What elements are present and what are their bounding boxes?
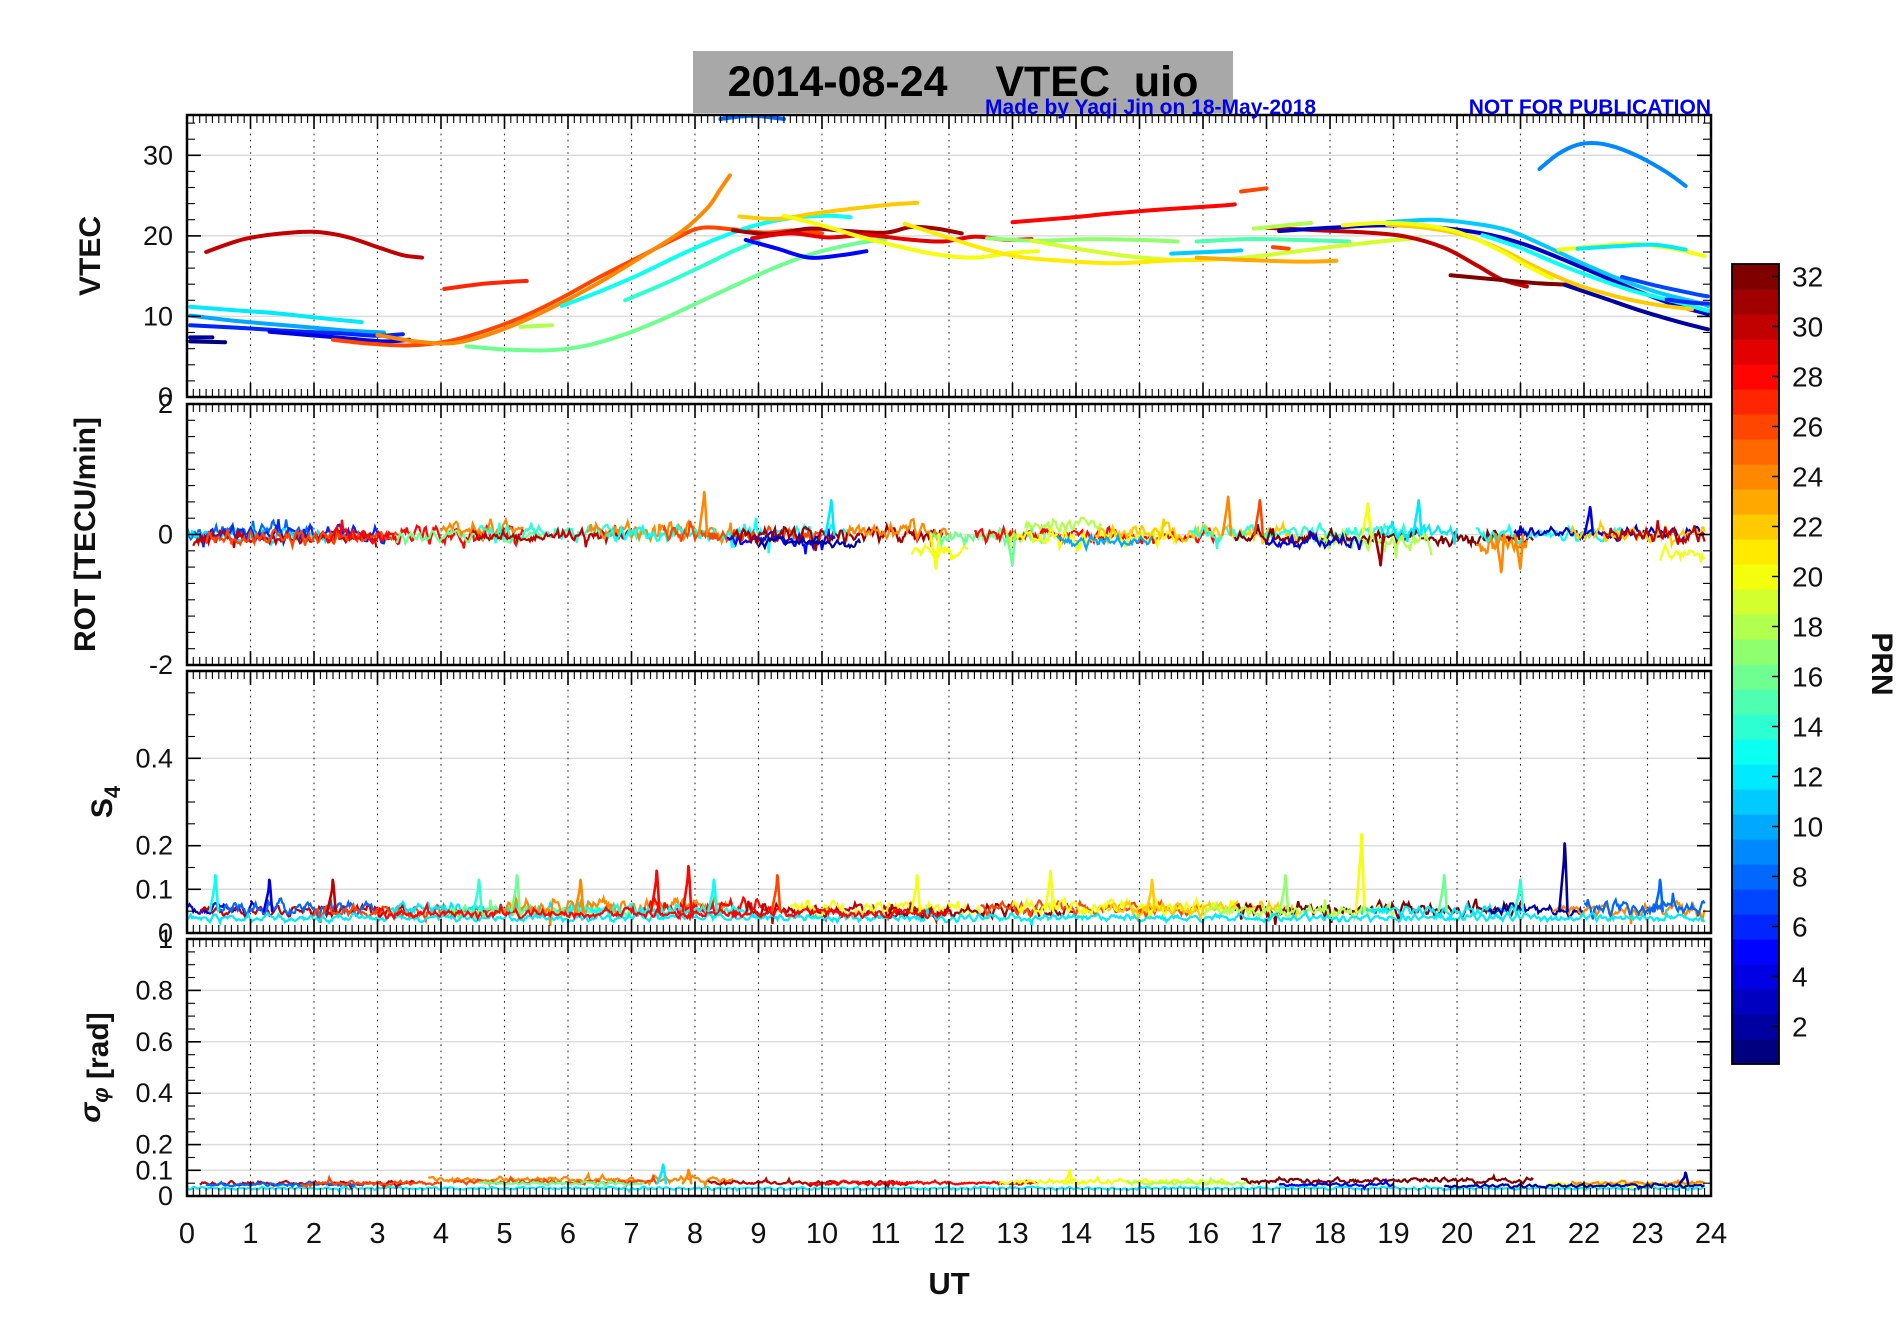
panel-rot: -2 0 2 ROT [TECU/min] [69, 389, 1713, 680]
xtick-label: 14 [1060, 1218, 1092, 1250]
xtick-label: 21 [1504, 1218, 1536, 1250]
colorbar-label-prn: PRN [1865, 632, 1898, 695]
ylabel-s4: S4 [86, 785, 125, 818]
colorbar-tick-label: 2 [1792, 1012, 1808, 1043]
x-axis: 0 1 2 3 4 5 6 7 8 9 10 11 12 13 14 15 16 17 18 19 20 21 22 23 24… [179, 1218, 1727, 1301]
colorbar-tick-label: 18 [1792, 612, 1823, 643]
colorbar-tick-label: 32 [1792, 262, 1823, 293]
xtick-label: 5 [496, 1218, 512, 1250]
panel-s4: 0 0.1 0.2 0.4 S4 [86, 669, 1713, 948]
colorbar-tick-label: 20 [1792, 562, 1823, 593]
xtick-label: 3 [369, 1218, 385, 1250]
xlabel-ut: UT [928, 1266, 969, 1301]
ytick-label-vtec: 0 [158, 382, 173, 412]
xtick-label: 20 [1441, 1218, 1473, 1250]
colorbar-tick-label: 8 [1792, 862, 1808, 893]
colorbar-tick-label: 6 [1792, 912, 1808, 943]
panel-vtec-series [188, 115, 1710, 353]
panel-vtec: 0 10 20 30 VTEC [74, 113, 1713, 412]
ytick-label-rot: 0 [158, 520, 173, 550]
ylabel-vtec: VTEC [74, 216, 107, 296]
panel-sigma-phi: 00.10.2 0.4 0.6 0.8 1 σφ [rad] [74, 924, 1713, 1211]
ylabel-sigma-phi: σφ [rad] [74, 1012, 115, 1122]
colorbar-tick-label: 22 [1792, 512, 1823, 543]
xtick-label: 19 [1377, 1218, 1409, 1250]
panel-rot-series [187, 490, 1706, 574]
ytick-label-s4: 0 [158, 918, 173, 948]
credit-not-for-publication: NOT FOR PUBLICATION [1468, 96, 1711, 119]
colorbar-tick-label: 30 [1792, 312, 1823, 343]
xtick-label: 6 [560, 1218, 576, 1250]
xtick-label: 16 [1187, 1218, 1219, 1250]
credit-line: Made by Yaqi Jin on 18-May-2018 NOT FOR … [985, 96, 1711, 120]
ytick-label-rot: 2 [158, 389, 173, 419]
colorbar-tick-label: 16 [1792, 662, 1823, 693]
ytick-label-s4: 0.1 [135, 874, 173, 904]
xtick-label: 9 [750, 1218, 766, 1250]
xtick-label: 0 [179, 1218, 195, 1250]
ytick-label-sigma-phi: 0.6 [135, 1027, 173, 1057]
panel-sigma-phi-series [187, 1163, 1706, 1195]
xtick-label: 18 [1314, 1218, 1346, 1250]
ytick-label-rot: -2 [149, 650, 173, 680]
panel-s4-series [187, 833, 1706, 927]
xtick-label: 4 [433, 1218, 449, 1250]
ylabel-rot: ROT [TECU/min] [69, 417, 102, 652]
colorbar-tick-label: 24 [1792, 462, 1823, 493]
colorbar-tick-label: 14 [1792, 712, 1823, 743]
colorbar-tick-label: 28 [1792, 362, 1823, 393]
ytick-label-vtec: 30 [143, 140, 173, 170]
chart-title: 2014-08-24 VTEC uio [693, 51, 1233, 113]
ytick-label-sigma-phi: 0.2 [135, 1130, 173, 1160]
ytick-label-sigma-phi: 1 [158, 924, 173, 954]
colorbar-tick-label: 12 [1792, 762, 1823, 793]
xtick-label: 10 [806, 1218, 838, 1250]
colorbar-tick-label: 4 [1792, 962, 1808, 993]
xtick-label: 8 [687, 1218, 703, 1250]
xtick-label: 1 [242, 1218, 258, 1250]
ytick-label-vtec: 10 [143, 301, 173, 331]
ytick-label-sigma-phi: 0.1 [135, 1155, 173, 1185]
xtick-label: 2 [306, 1218, 322, 1250]
xtick-label: 13 [996, 1218, 1028, 1250]
ytick-label-vtec: 20 [143, 221, 173, 251]
ytick-label-sigma-phi: 0.8 [135, 975, 173, 1005]
colorbar-tick-label: 26 [1792, 412, 1823, 443]
xtick-label: 11 [870, 1218, 900, 1250]
ytick-label-s4: 0.4 [135, 743, 173, 773]
xtick-label: 22 [1568, 1218, 1600, 1250]
xtick-label: 24 [1695, 1218, 1727, 1250]
colorbar-tick-label: 10 [1792, 812, 1823, 843]
credit-made-by: Made by Yaqi Jin on 18-May-2018 [985, 96, 1317, 119]
xtick-label: 12 [933, 1218, 965, 1250]
xtick-label: 7 [623, 1218, 639, 1250]
xtick-label: 15 [1123, 1218, 1155, 1250]
xtick-label: 17 [1250, 1218, 1282, 1250]
xtick-label: 23 [1631, 1218, 1663, 1250]
ytick-label-sigma-phi: 0 [158, 1181, 173, 1211]
ytick-label-sigma-phi: 0.4 [135, 1078, 173, 1108]
ytick-label-s4: 0.2 [135, 831, 173, 861]
